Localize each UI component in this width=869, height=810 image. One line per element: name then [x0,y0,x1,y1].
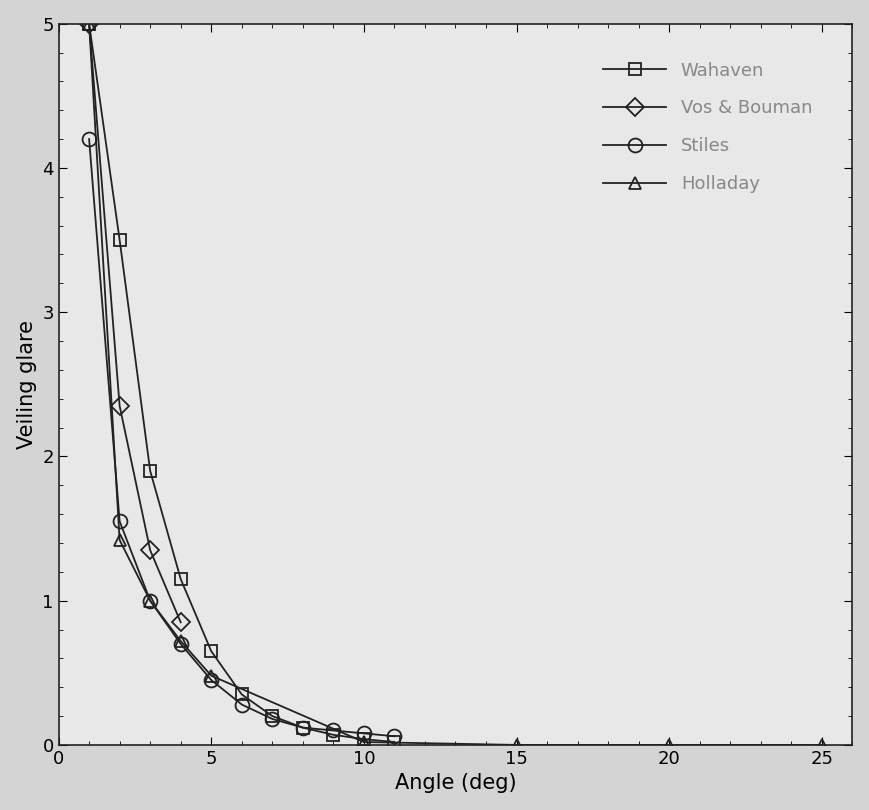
Legend: Wahaven, Vos & Bouman, Stiles, Holladay: Wahaven, Vos & Bouman, Stiles, Holladay [596,54,819,200]
Line: Vos & Bouman: Vos & Bouman [83,18,187,629]
Stiles [236,700,247,710]
Holladay [176,636,186,646]
Wahaven [176,574,186,584]
Line: Stiles: Stiles [83,132,401,744]
Stiles [145,596,156,606]
Holladay [359,737,369,747]
Line: Wahaven: Wahaven [83,18,401,748]
Vos & Bouman [115,401,125,411]
Holladay [84,19,95,28]
X-axis label: Angle (deg): Angle (deg) [395,774,516,793]
Wahaven [236,689,247,699]
Line: Holladay: Holladay [83,18,828,751]
Vos & Bouman [145,545,156,555]
Wahaven [206,646,216,656]
Wahaven [267,711,277,721]
Wahaven [328,730,339,740]
Stiles [328,726,339,735]
Stiles [297,723,308,732]
Stiles [359,728,369,738]
Y-axis label: Veiling glare: Veiling glare [17,320,36,449]
Vos & Bouman [176,617,186,627]
Holladay [145,596,156,606]
Stiles [389,731,400,741]
Holladay [664,740,674,750]
Wahaven [84,19,95,28]
Holladay [206,671,216,680]
Stiles [176,639,186,649]
Holladay [511,740,521,750]
Vos & Bouman [84,19,95,28]
Wahaven [297,723,308,732]
Stiles [84,134,95,144]
Wahaven [115,235,125,245]
Wahaven [389,737,400,747]
Wahaven [145,466,156,475]
Wahaven [359,735,369,744]
Stiles [267,714,277,724]
Holladay [115,535,125,545]
Stiles [115,517,125,526]
Stiles [206,676,216,685]
Holladay [817,740,827,750]
